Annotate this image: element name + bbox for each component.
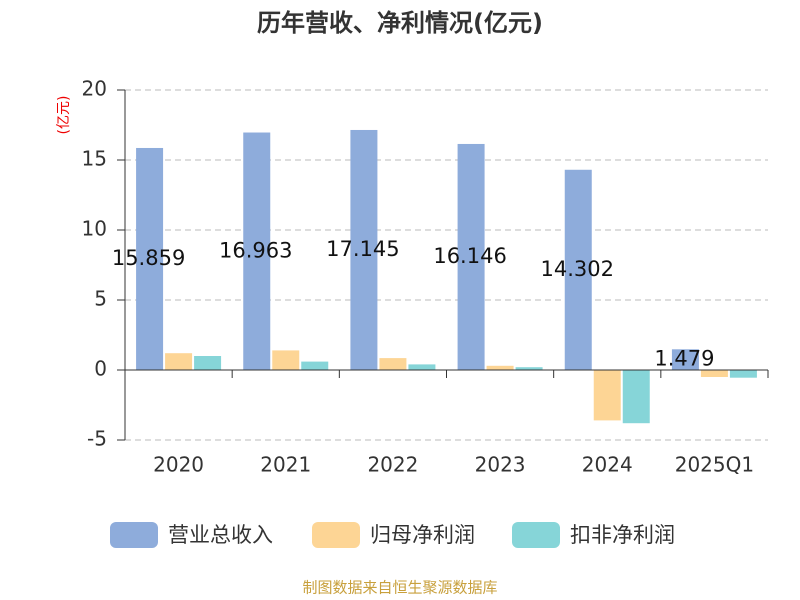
bar <box>593 370 621 421</box>
x-tick-label: 2024 <box>582 453 633 477</box>
data-label: 16.146 <box>433 244 506 268</box>
legend-swatch <box>110 522 158 548</box>
legend-swatch <box>512 522 560 548</box>
data-label: 14.302 <box>541 257 614 281</box>
x-tick-label: 2021 <box>260 453 311 477</box>
bar <box>408 364 436 370</box>
data-label: 16.963 <box>219 238 292 262</box>
y-tick-label: 10 <box>82 217 107 241</box>
bar <box>301 361 329 370</box>
chart-title: 历年营收、净利情况(亿元) <box>257 9 543 37</box>
legend-label: 扣非净利润 <box>570 523 675 547</box>
legend-swatch <box>312 522 360 548</box>
x-tick-label: 2020 <box>153 453 204 477</box>
x-tick-label: 2023 <box>475 453 526 477</box>
data-label: 1.479 <box>654 347 714 371</box>
x-tick-label: 2025Q1 <box>675 453 754 477</box>
y-tick-label: 20 <box>82 77 107 101</box>
data-label: 17.145 <box>326 237 399 261</box>
legend-label: 归母净利润 <box>370 523 475 547</box>
bar <box>457 143 485 370</box>
source-note: 制图数据来自恒生聚源数据库 <box>302 579 497 597</box>
y-tick-label: 15 <box>82 147 107 171</box>
bar <box>165 353 193 370</box>
bar <box>564 169 592 370</box>
y-tick-label: 5 <box>94 287 107 311</box>
bar <box>486 365 514 370</box>
y-axis-label: (亿元) <box>56 96 72 135</box>
bar <box>136 147 164 370</box>
bar <box>272 350 300 370</box>
bar <box>622 370 650 424</box>
legend-label: 营业总收入 <box>168 523 273 547</box>
bar <box>194 356 222 370</box>
bar <box>350 129 378 370</box>
y-tick-label: 0 <box>94 357 107 381</box>
bar <box>379 358 407 370</box>
bar <box>700 370 728 377</box>
data-label: 15.859 <box>112 246 185 270</box>
bar <box>671 349 699 370</box>
bar <box>729 370 757 378</box>
bar <box>515 367 543 370</box>
x-tick-label: 2022 <box>367 453 418 477</box>
bar <box>243 132 271 370</box>
y-tick-label: -5 <box>87 427 107 451</box>
